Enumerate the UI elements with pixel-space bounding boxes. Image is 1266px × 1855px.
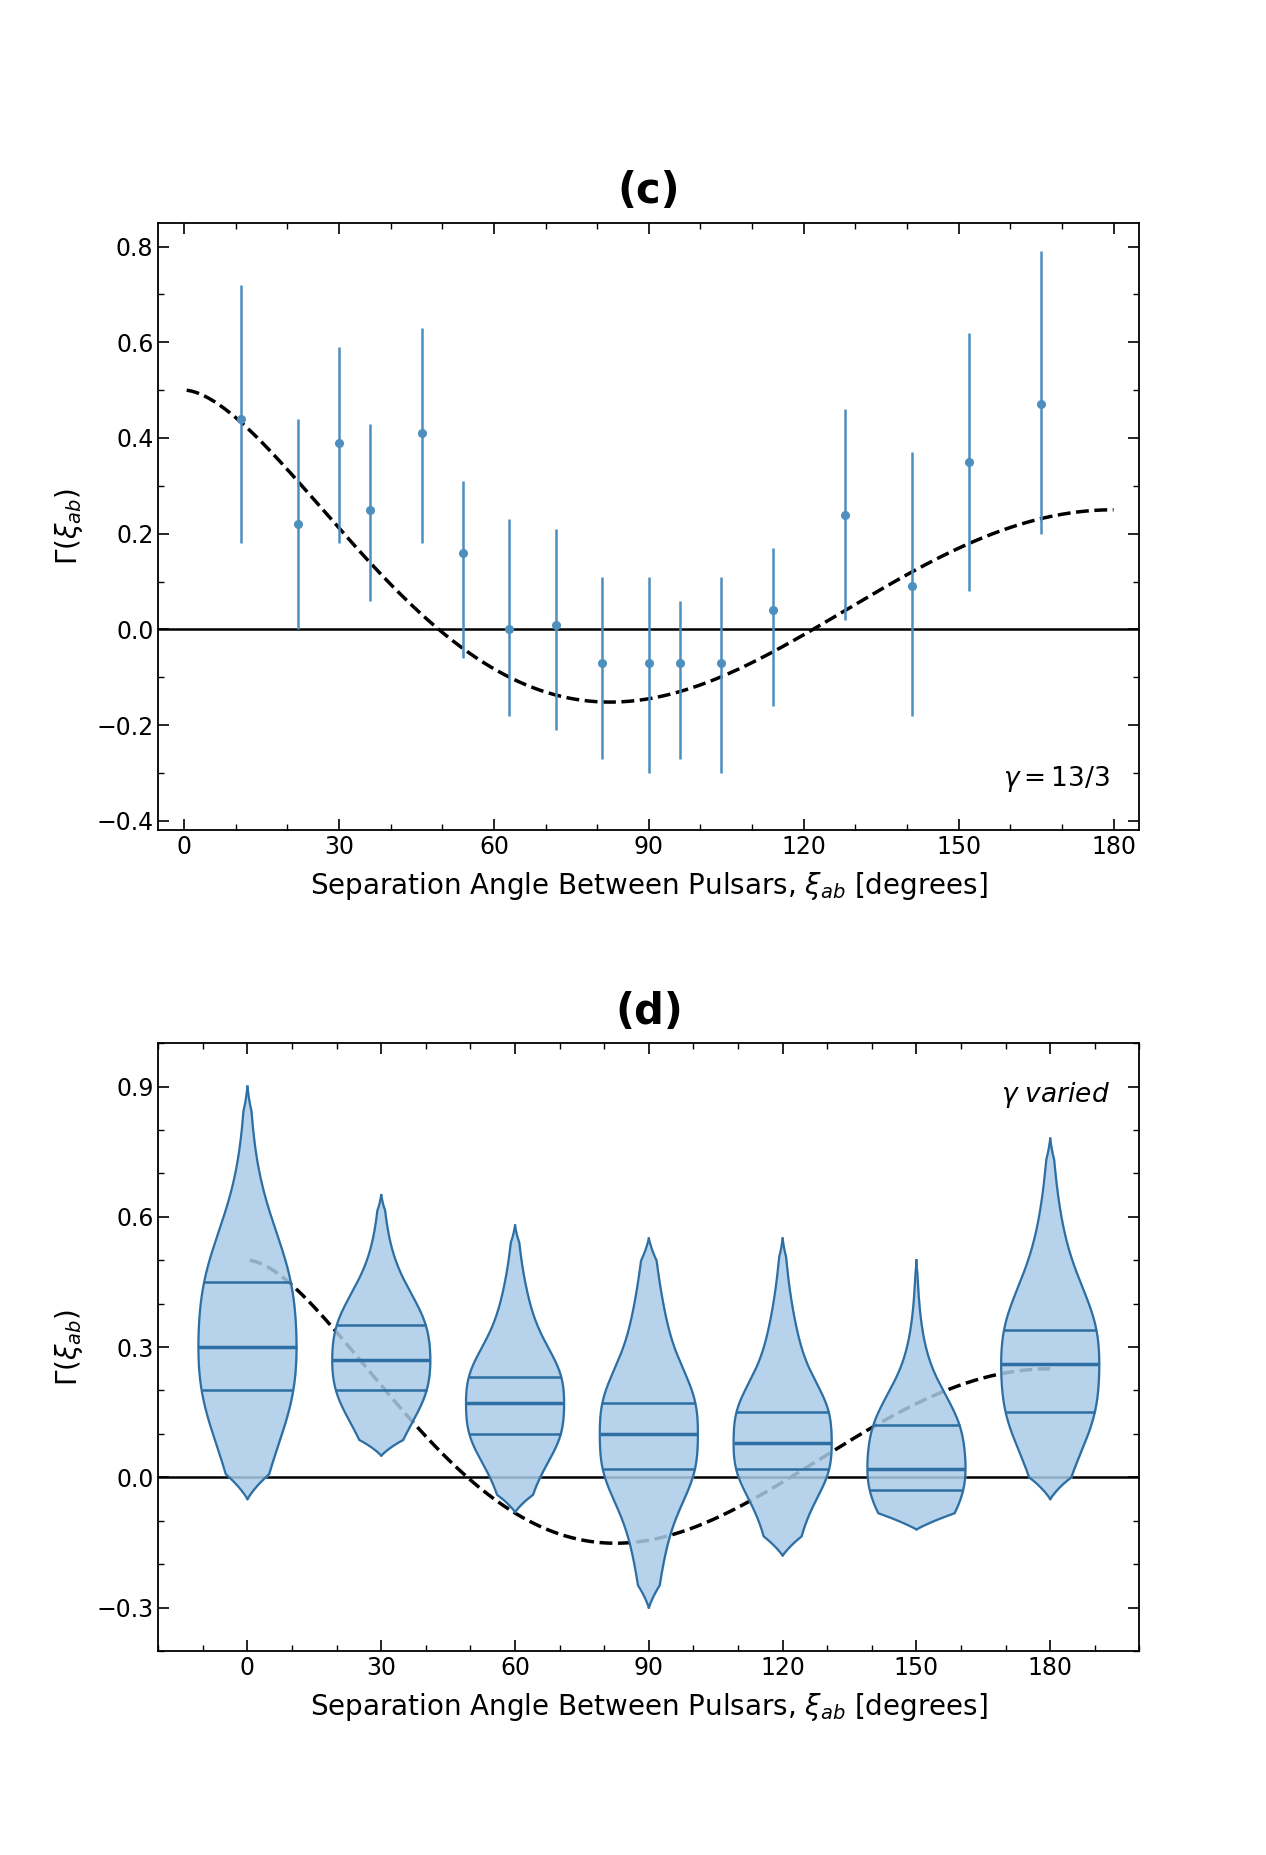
Title: (c): (c) <box>618 171 680 211</box>
X-axis label: Separation Angle Between Pulsars, $\xi_{ab}$ [degrees]: Separation Angle Between Pulsars, $\xi_{… <box>310 870 987 902</box>
Title: (d): (d) <box>615 991 682 1033</box>
Y-axis label: $\Gamma(\xi_{ab})$: $\Gamma(\xi_{ab})$ <box>53 1308 85 1386</box>
X-axis label: Separation Angle Between Pulsars, $\xi_{ab}$ [degrees]: Separation Angle Between Pulsars, $\xi_{… <box>310 1692 987 1723</box>
Text: $\gamma$ varied: $\gamma$ varied <box>1001 1080 1110 1109</box>
Text: $\gamma = 13/3$: $\gamma = 13/3$ <box>1003 764 1110 794</box>
Y-axis label: $\Gamma(\xi_{ab})$: $\Gamma(\xi_{ab})$ <box>53 488 85 566</box>
